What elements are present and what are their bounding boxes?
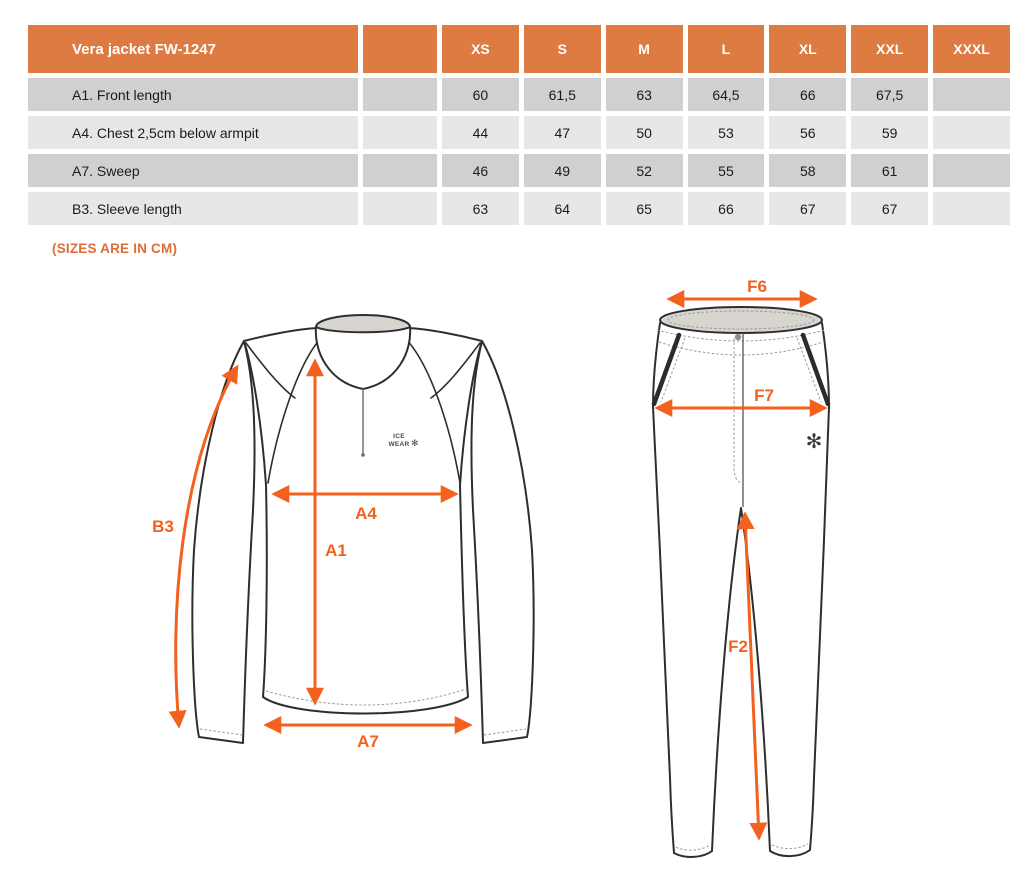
label-f7: F7 (754, 386, 774, 405)
size-header-xs: XS (442, 25, 519, 73)
header-row: Vera jacket FW-1247 XS S M L XL XXL XXXL (28, 25, 1010, 73)
size-value: 46 (442, 154, 519, 187)
size-value: 61,5 (523, 78, 601, 111)
label-a7: A7 (357, 732, 379, 751)
zipper-pull (361, 453, 365, 457)
waist-opening (659, 306, 823, 334)
spacer-cell (363, 154, 437, 187)
collar (314, 326, 412, 390)
jacket-drawing: ICE WEAR ✻ B3 A4 A1 A7 (152, 314, 535, 751)
table-title: Vera jacket FW-1247 (28, 25, 358, 73)
size-table: Vera jacket FW-1247 XS S M L XL XXL XXXL… (23, 20, 1015, 230)
size-value: 63 (442, 192, 519, 225)
arrow-b3-sleeve (168, 364, 239, 729)
size-value: 67 (851, 192, 929, 225)
left-shoulder-seam (245, 342, 296, 399)
size-value: 56 (769, 116, 847, 149)
snowflake-icon: ✻ (411, 438, 419, 448)
size-header-l: L (687, 25, 765, 73)
pants-diagram: ✻ F6 F7 F2 (633, 278, 873, 878)
row-label: A1. Front length (28, 78, 358, 111)
jacket-diagram: ICE WEAR ✻ B3 A4 A1 A7 (132, 295, 556, 775)
size-value: 63 (605, 78, 683, 111)
size-value: 67,5 (851, 78, 929, 111)
right-raglan-seam (405, 338, 461, 484)
size-header-xl: XL (769, 25, 847, 73)
jacket-left-sleeve (191, 340, 256, 744)
left-hem-stitch (675, 844, 711, 851)
left-pocket (651, 332, 682, 407)
size-value: 44 (442, 116, 519, 149)
jacket-logo: ICE WEAR ✻ (388, 433, 418, 448)
spacer-cell (363, 78, 437, 111)
size-value: 64,5 (687, 78, 765, 111)
header-spacer-cell (363, 25, 437, 73)
waistband-stitch-2 (658, 341, 824, 356)
right-shoulder-seam (430, 342, 481, 399)
size-value (933, 154, 1010, 187)
size-header-m: M (605, 25, 683, 73)
size-value: 60 (442, 78, 519, 111)
size-value: 66 (687, 192, 765, 225)
size-value: 49 (523, 154, 601, 187)
label-f2: F2 (728, 637, 748, 656)
logo-text-top: ICE (393, 433, 405, 440)
label-f6: F6 (747, 278, 767, 296)
size-value: 67 (769, 192, 847, 225)
left-raglan-seam (267, 338, 321, 484)
spacer-cell (363, 116, 437, 149)
size-header-s: S (523, 25, 601, 73)
size-table-container: Vera jacket FW-1247 XS S M L XL XXL XXXL… (23, 20, 1015, 230)
label-a1: A1 (325, 541, 347, 560)
size-value: 65 (605, 192, 683, 225)
table-row: B3. Sleeve length 63 64 65 66 67 67 (28, 192, 1010, 225)
size-value: 58 (769, 154, 847, 187)
size-value: 53 (687, 116, 765, 149)
sizes-note: (SIZES ARE IN CM) (52, 241, 178, 256)
fly-stitch (733, 338, 744, 485)
label-a4: A4 (355, 504, 377, 523)
size-value: 50 (605, 116, 683, 149)
row-label: B3. Sleeve length (28, 192, 358, 225)
spacer-cell (363, 192, 437, 225)
size-value: 64 (523, 192, 601, 225)
right-hem-stitch (771, 843, 809, 850)
size-value (933, 192, 1010, 225)
logo-text-bottom: WEAR (388, 441, 409, 448)
size-value: 66 (769, 78, 847, 111)
size-value: 61 (851, 154, 929, 187)
size-header-xxl: XXL (851, 25, 929, 73)
pants-drawing: ✻ F6 F7 F2 (651, 278, 831, 858)
left-pocket-stitch (660, 337, 686, 403)
table-row: A4. Chest 2,5cm below armpit 44 47 50 53… (28, 116, 1010, 149)
jacket-right-sleeve (470, 340, 535, 744)
table-row: A7. Sweep 46 49 52 55 58 61 (28, 154, 1010, 187)
size-header-xxxl: XXXL (933, 25, 1010, 73)
pants-body (652, 312, 830, 858)
size-value: 55 (687, 154, 765, 187)
size-value: 47 (523, 116, 601, 149)
snowflake-icon: ✻ (806, 431, 823, 453)
size-value: 52 (605, 154, 683, 187)
row-label: A4. Chest 2,5cm below armpit (28, 116, 358, 149)
row-label: A7. Sweep (28, 154, 358, 187)
waist-button (734, 333, 742, 341)
right-pocket-stitch (796, 337, 822, 403)
size-value (933, 78, 1010, 111)
waist-inner-stitch (667, 310, 815, 330)
size-value: 59 (851, 116, 929, 149)
size-value (933, 116, 1010, 149)
right-pocket (800, 332, 831, 407)
arrow-f2-inseam (736, 511, 768, 841)
table-row: A1. Front length 60 61,5 63 64,5 66 67,5 (28, 78, 1010, 111)
label-b3: B3 (152, 517, 174, 536)
